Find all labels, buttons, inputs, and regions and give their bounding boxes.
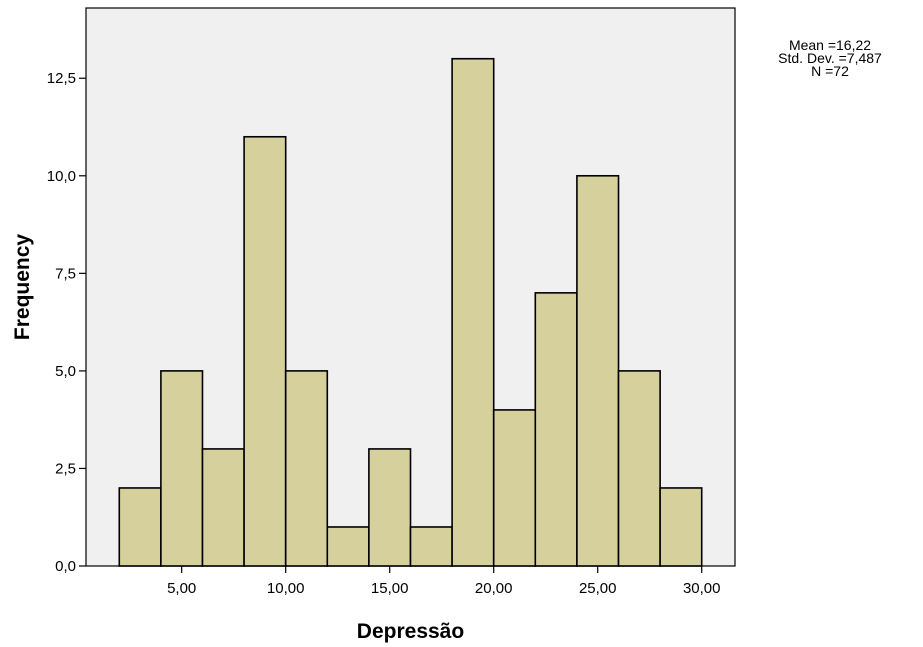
stats-n: N =72: [811, 63, 849, 79]
histogram-bar-9: [451, 57, 495, 567]
x-tick-label: 15,00: [371, 580, 409, 597]
histogram-bar-7: [368, 448, 412, 567]
histogram-bar-5: [284, 370, 329, 567]
x-axis-title: Depressão: [357, 620, 464, 643]
y-tick-label: 7,5: [55, 265, 76, 282]
y-tick-label: 2,5: [55, 460, 76, 477]
histogram-bar-10: [492, 409, 537, 567]
y-tick-label: 5,0: [55, 363, 76, 380]
y-tick-label: 0,0: [55, 558, 76, 575]
histogram-bar-2: [160, 370, 204, 567]
stats-mean: Mean =16,22: [788, 37, 872, 53]
x-tick-label: 10,00: [267, 580, 305, 597]
bars-group: [118, 57, 703, 567]
statistics-summary: Mean =16,22 Std. Dev. =7,487 N =72: [760, 37, 900, 79]
histogram-bar-6: [326, 526, 370, 567]
y-axis-title: Frequency: [11, 234, 34, 341]
histogram-bar-1: [118, 487, 162, 567]
y-tick-label: 12,5: [47, 70, 76, 87]
histogram-bar-12: [576, 174, 620, 567]
histogram-bar-11: [534, 292, 578, 567]
x-tick-label: 20,00: [475, 580, 513, 597]
y-tick-label: 10,0: [47, 168, 76, 185]
histogram-bar-13: [617, 370, 661, 567]
y-axis: 0,0 2,5 5,0 7,5 10,0 12,5: [47, 70, 86, 575]
x-axis: 5,00 10,00 15,00 20,00 25,00 30,00: [167, 566, 720, 597]
histogram-bar-8: [409, 526, 453, 567]
x-tick-label: 25,00: [579, 580, 617, 597]
x-tick-label: 30,00: [683, 580, 721, 597]
histogram-bar-4: [243, 135, 287, 567]
x-tick-label: 5,00: [167, 580, 196, 597]
histogram-bar-14: [659, 487, 703, 567]
histogram-bar-3: [201, 448, 245, 567]
stats-std-dev: Std. Dev. =7,487: [778, 50, 882, 66]
